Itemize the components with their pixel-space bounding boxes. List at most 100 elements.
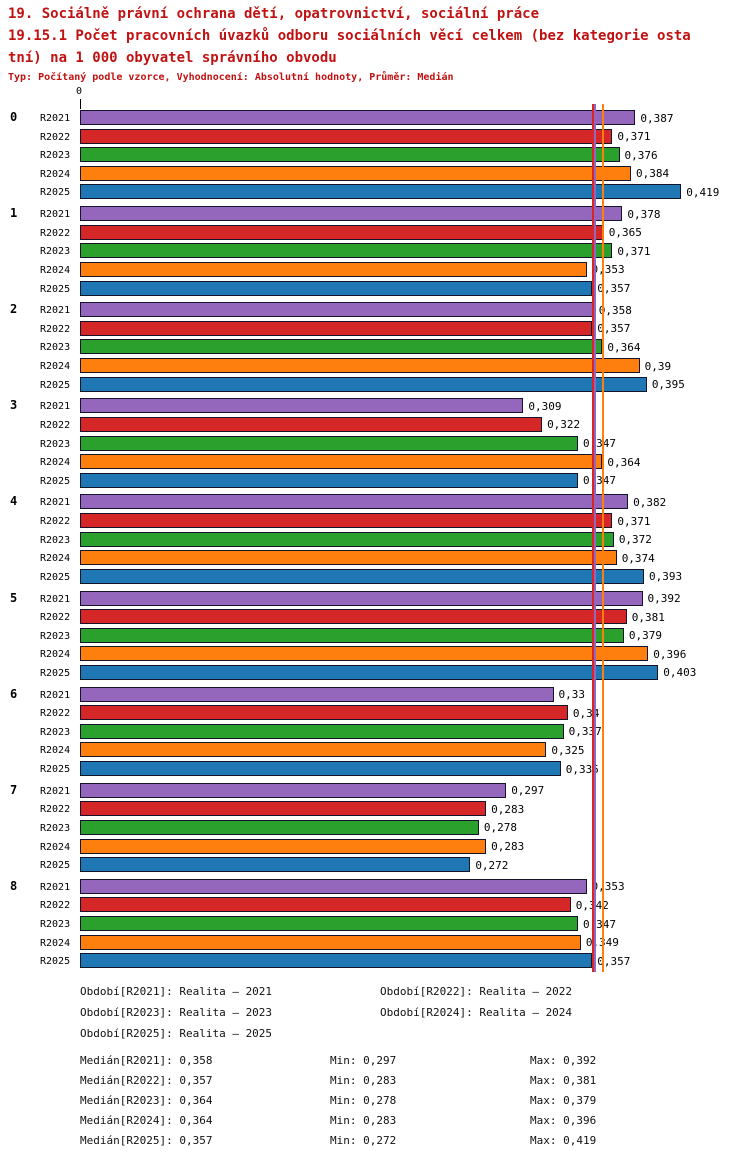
legend-item-0: Období[R2021]: Realita – 2021 [80, 985, 273, 998]
bar-r2021-group-6 [80, 686, 554, 702]
legend-item-2: Období[R2023]: Realita – 2023 [80, 1006, 273, 1019]
bar-r2025-group-2 [80, 376, 647, 392]
series-row-label-r2022: R2022 [40, 227, 71, 239]
bar-value-label: 0,384 [636, 167, 670, 181]
series-row-label-r2024: R2024 [40, 361, 71, 372]
bar-r2023-group-1 [80, 243, 613, 259]
bar-r2024-group-4 [80, 550, 617, 566]
series-row-label-r2025: R2025 [40, 187, 71, 199]
bar-r2021-group-7 [80, 782, 507, 798]
group-label-7: 7 [10, 782, 18, 797]
series-row-label-r2021: R2021 [40, 113, 71, 124]
series-row-label-r2025: R2025 [40, 283, 71, 295]
bar-r2023-group-3 [80, 435, 578, 451]
chart-title-line3: tní) na 1 000 obyvatel správního obvodu [8, 50, 337, 66]
series-row-label-r2022: R2022 [40, 708, 71, 720]
group-label-2: 2 [10, 302, 18, 317]
bar-value-label: 0,278 [483, 821, 518, 835]
series-row-label-r2023: R2023 [40, 342, 71, 354]
bar-value-label: 0,364 [607, 340, 641, 354]
stat-max-1: Max: 0,381 [530, 1074, 597, 1087]
bar-r2022-group-3 [80, 416, 543, 432]
bar-r2024-group-8 [80, 934, 581, 950]
stat-max-0: Max: 0,392 [530, 1054, 597, 1067]
series-row-label-r2021: R2021 [40, 401, 71, 413]
series-row-label-r2022: R2022 [40, 900, 71, 912]
stat-min-1: Min: 0,283 [330, 1074, 397, 1087]
bar-r2023-group-7 [80, 819, 479, 835]
bar-value-label: 0,39 [644, 359, 672, 373]
bar-value-label: 0,374 [621, 551, 655, 565]
bar-value-label: 0,353 [591, 880, 625, 894]
bar-r2023-group-0 [80, 147, 620, 163]
stat-max-3: Max: 0,396 [530, 1114, 597, 1127]
series-row-label-r2021: R2021 [40, 689, 71, 701]
bar-r2022-group-4 [80, 513, 613, 528]
median-line-r2022 [592, 104, 595, 972]
series-row-label-r2024: R2024 [40, 649, 71, 661]
bar-r2022-group-8 [80, 897, 571, 913]
bar-r2025-group-1 [80, 280, 593, 296]
bar-r2022-group-0 [80, 128, 613, 144]
series-row-label-r2023: R2023 [40, 822, 71, 834]
stat-median-3: Medián[R2024]: 0,364 [80, 1114, 213, 1127]
series-row-label-r2024: R2024 [40, 553, 71, 565]
series-row-label-r2022: R2022 [40, 516, 71, 527]
series-row-label-r2022: R2022 [40, 131, 71, 143]
bar-r2021-group-4 [80, 494, 629, 510]
series-row-label-r2023: R2023 [40, 919, 71, 930]
bar-r2023-group-4 [80, 531, 614, 547]
bar-value-label: 0,376 [624, 148, 658, 162]
stat-median-2: Medián[R2023]: 0,364 [80, 1094, 213, 1107]
bar-value-label: 0,297 [511, 784, 545, 798]
bar-r2025-group-0 [80, 184, 682, 200]
legend-item-1: Období[R2022]: Realita – 2022 [380, 985, 573, 998]
bar-value-label: 0,403 [663, 666, 697, 680]
series-row-label-r2023: R2023 [40, 630, 71, 642]
bar-r2024-group-3 [80, 454, 603, 470]
bar-r2024-group-1 [80, 261, 587, 277]
group-label-0: 0 [10, 110, 18, 124]
bar-r2022-group-2 [80, 320, 593, 336]
x-axis-zero-label: 0 [76, 86, 83, 97]
bar-r2022-group-7 [80, 801, 487, 817]
series-row-label-r2024: R2024 [40, 457, 71, 469]
series-row-label-r2023: R2023 [40, 726, 71, 738]
bar-r2022-group-6 [80, 705, 568, 721]
bar-value-label: 0,381 [631, 610, 665, 624]
series-row-label-r2021: R2021 [40, 593, 71, 605]
bar-r2024-group-5 [80, 646, 649, 662]
series-row-label-r2022: R2022 [40, 612, 71, 624]
bar-r2025-group-4 [80, 568, 644, 584]
stat-max-2: Max: 0,379 [530, 1094, 597, 1107]
series-row-label-r2022: R2022 [40, 419, 71, 431]
bar-r2023-group-2 [80, 339, 603, 355]
series-row-label-r2023: R2023 [40, 150, 71, 162]
bar-r2021-group-3 [80, 398, 524, 414]
bar-value-label: 0,325 [551, 743, 585, 757]
bar-r2021-group-2 [80, 302, 594, 318]
group-label-5: 5 [10, 590, 18, 605]
bar-r2024-group-7 [80, 838, 487, 854]
stat-max-4: Max: 0,419 [530, 1134, 597, 1147]
group-label-6: 6 [10, 686, 18, 701]
bar-value-label: 0,347 [582, 437, 617, 450]
series-row-label-r2025: R2025 [40, 764, 71, 775]
bar-r2022-group-5 [80, 609, 627, 625]
bar-value-label: 0,378 [627, 207, 661, 221]
bar-value-label: 0,392 [647, 592, 681, 605]
bar-value-label: 0,358 [598, 303, 632, 317]
bar-r2022-group-1 [80, 224, 604, 240]
series-row-label-r2021: R2021 [40, 785, 71, 797]
stat-min-4: Min: 0,272 [330, 1134, 397, 1147]
stat-median-4: Medián[R2025]: 0,357 [80, 1134, 213, 1147]
bar-value-label: 0,371 [617, 514, 651, 528]
series-row-label-r2025: R2025 [40, 956, 71, 968]
stat-median-0: Medián[R2021]: 0,358 [80, 1054, 213, 1067]
bar-value-label: 0,335 [565, 762, 599, 776]
bar-value-label: 0,357 [597, 954, 631, 968]
series-row-label-r2022: R2022 [40, 323, 71, 335]
bar-value-label: 0,357 [597, 322, 631, 336]
series-row-label-r2023: R2023 [40, 438, 71, 450]
